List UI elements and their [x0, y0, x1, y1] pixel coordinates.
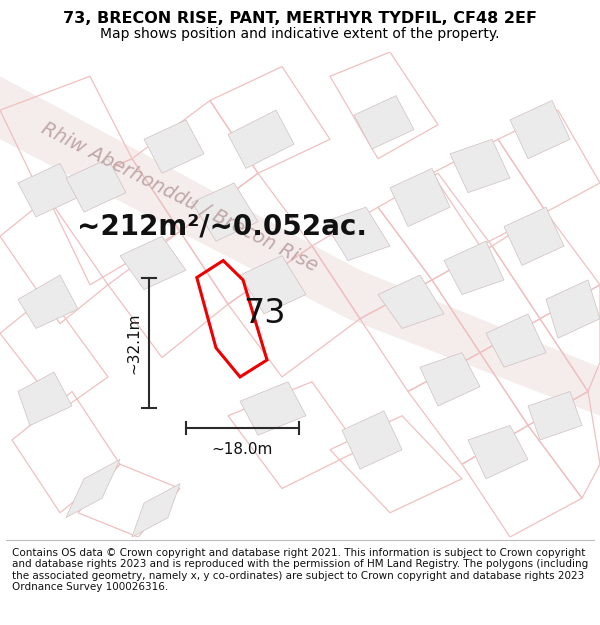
Polygon shape	[390, 168, 450, 227]
Polygon shape	[486, 314, 546, 368]
Polygon shape	[354, 96, 414, 149]
Polygon shape	[468, 426, 528, 479]
Polygon shape	[18, 372, 72, 426]
Polygon shape	[228, 110, 294, 168]
Polygon shape	[504, 208, 564, 266]
Text: Contains OS data © Crown copyright and database right 2021. This information is : Contains OS data © Crown copyright and d…	[12, 548, 588, 592]
Polygon shape	[546, 280, 600, 338]
Polygon shape	[18, 164, 78, 217]
Text: Map shows position and indicative extent of the property.: Map shows position and indicative extent…	[100, 26, 500, 41]
Polygon shape	[66, 459, 120, 518]
Polygon shape	[132, 484, 180, 537]
Polygon shape	[510, 101, 570, 159]
Polygon shape	[378, 275, 444, 329]
Text: ~18.0m: ~18.0m	[212, 442, 273, 458]
Polygon shape	[240, 256, 306, 314]
Polygon shape	[66, 159, 126, 212]
Polygon shape	[192, 183, 258, 241]
Polygon shape	[444, 241, 504, 294]
Text: ~212m²/~0.052ac.: ~212m²/~0.052ac.	[77, 213, 367, 241]
Polygon shape	[144, 120, 204, 173]
Polygon shape	[528, 391, 582, 440]
Polygon shape	[0, 76, 600, 416]
Polygon shape	[120, 236, 186, 289]
Polygon shape	[342, 411, 402, 469]
Polygon shape	[18, 275, 78, 329]
Polygon shape	[240, 382, 306, 435]
Polygon shape	[450, 139, 510, 192]
Text: 73, BRECON RISE, PANT, MERTHYR TYDFIL, CF48 2EF: 73, BRECON RISE, PANT, MERTHYR TYDFIL, C…	[63, 11, 537, 26]
Text: Rhiw Aberhonddu / Brecon Rise: Rhiw Aberhonddu / Brecon Rise	[38, 119, 322, 276]
Text: ~32.1m: ~32.1m	[127, 312, 142, 374]
Polygon shape	[324, 208, 390, 261]
Text: 73: 73	[243, 298, 285, 331]
Polygon shape	[420, 352, 480, 406]
